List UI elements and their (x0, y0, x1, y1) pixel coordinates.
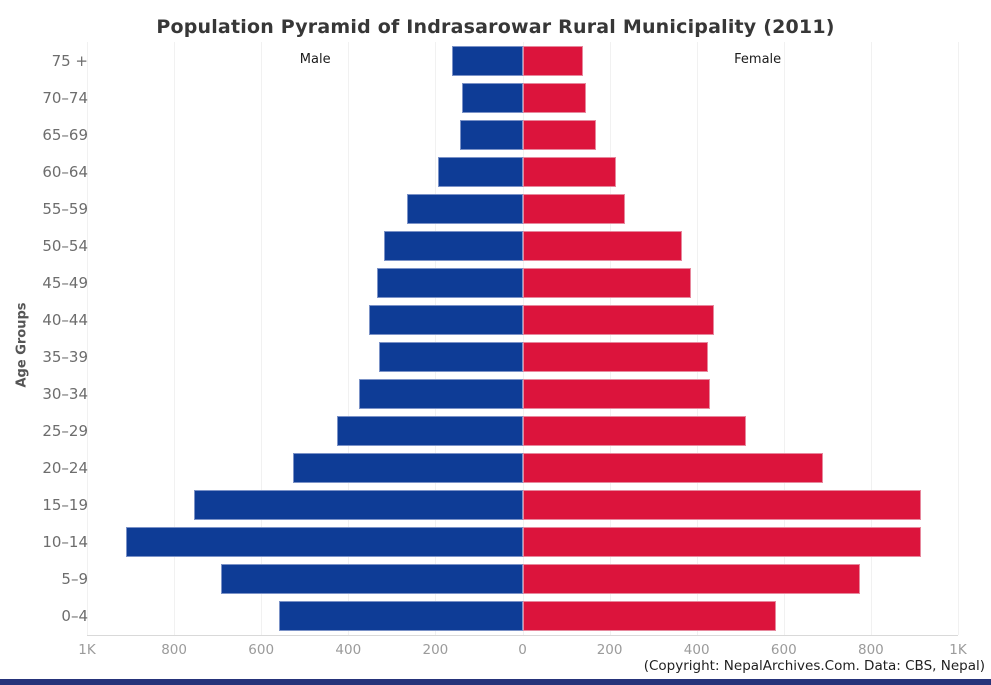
x-axis-tick-label: 400 (335, 642, 362, 658)
age-group-label: 65–69 (42, 125, 88, 144)
x-axis-tick-label: 1K (949, 642, 967, 658)
female-bar[interactable] (522, 119, 597, 150)
age-group-label: 70–74 (42, 88, 88, 107)
bottom-strip (0, 679, 991, 685)
male-bar[interactable] (406, 193, 523, 224)
male-bar[interactable] (358, 379, 523, 410)
male-bar[interactable] (462, 82, 523, 113)
x-axis-tick-label: 600 (770, 642, 797, 658)
gridline (174, 42, 176, 635)
female-bar[interactable] (522, 230, 683, 261)
x-axis-tick-label: 200 (596, 642, 623, 658)
age-group-label: 5–9 (61, 570, 88, 589)
age-group-label: 45–49 (42, 273, 88, 292)
female-bar[interactable] (522, 193, 626, 224)
female-series-label: Female (734, 52, 782, 67)
age-group-label: 0–4 (61, 607, 88, 626)
x-axis-tick-label: 800 (161, 642, 187, 658)
male-bar[interactable] (193, 490, 523, 521)
gridline (870, 42, 872, 635)
male-bar[interactable] (452, 45, 523, 76)
x-axis-tick-label: 600 (248, 642, 275, 658)
age-group-label: 50–54 (42, 236, 88, 255)
age-group-label: 10–14 (42, 533, 88, 552)
age-group-label: 40–44 (42, 310, 88, 329)
male-bar[interactable] (293, 453, 523, 484)
age-group-label: 30–34 (42, 385, 88, 404)
age-group-label: 15–19 (42, 496, 88, 515)
male-series-label: Male (299, 52, 331, 67)
female-bar[interactable] (522, 416, 747, 447)
gridline (783, 42, 785, 635)
male-bar[interactable] (336, 416, 523, 447)
male-bar[interactable] (220, 564, 523, 595)
gridline (958, 42, 959, 635)
female-bar[interactable] (522, 527, 922, 558)
x-axis-tick-label: 0 (518, 642, 527, 658)
female-bar[interactable] (522, 453, 823, 484)
gridline (435, 42, 437, 635)
male-bar[interactable] (459, 119, 523, 150)
male-bar[interactable] (368, 304, 523, 335)
age-group-label: 25–29 (42, 422, 88, 441)
female-bar[interactable] (522, 564, 860, 595)
plot-area: Male Female 1K 800 600 400 200 0 200 400 600 800 1… (78, 42, 967, 658)
gridline (348, 42, 350, 635)
copyright-note: (Copyright: NepalArchives.Com. Data: CBS… (643, 658, 985, 674)
male-bar[interactable] (384, 230, 523, 261)
chart-title: Population Pyramid of Indrasarowar Rural… (156, 16, 835, 38)
female-bar[interactable] (522, 342, 709, 373)
age-axis: 75 + 70–74 65–69 60–64 55–59 50–54 45–49 40–44 3… (0, 42, 90, 635)
male-bar[interactable] (377, 267, 523, 298)
male-bar[interactable] (378, 342, 523, 373)
age-group-label: 55–59 (42, 199, 88, 218)
age-group-label: 75 + (51, 51, 88, 70)
female-bar[interactable] (522, 45, 583, 76)
female-bar[interactable] (522, 379, 710, 410)
x-axis-tick-label: 200 (422, 642, 449, 658)
female-bar[interactable] (522, 267, 691, 298)
male-bar[interactable] (278, 601, 523, 632)
female-bar[interactable] (522, 601, 776, 632)
male-bar[interactable] (126, 527, 523, 558)
gridline (87, 42, 88, 635)
age-group-label: 20–24 (42, 459, 88, 478)
age-group-label: 60–64 (42, 162, 88, 181)
age-group-label: 35–39 (42, 348, 88, 367)
gridline (609, 42, 611, 635)
x-axis-tick-label: 800 (858, 642, 884, 658)
female-bar[interactable] (522, 82, 586, 113)
female-bar[interactable] (522, 156, 617, 187)
x-axis-tick-label: 400 (683, 642, 710, 658)
female-bar[interactable] (522, 304, 714, 335)
female-bar[interactable] (522, 490, 922, 521)
male-bar[interactable] (438, 156, 523, 187)
gridline (261, 42, 263, 635)
gridline (696, 42, 698, 635)
x-axis-tick-label: 1K (78, 642, 96, 658)
gridline (522, 42, 524, 635)
